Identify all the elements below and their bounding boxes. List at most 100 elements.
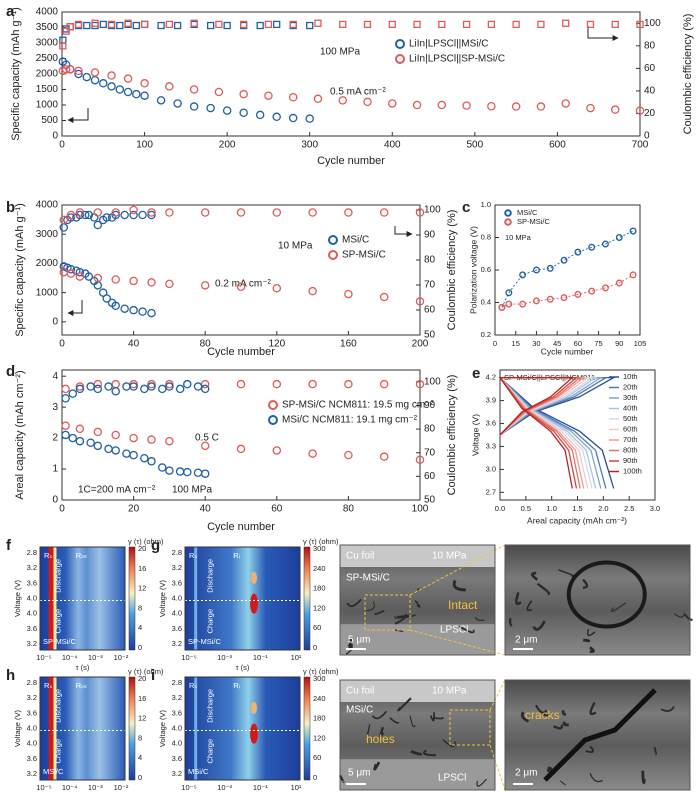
legend-label: SP-MSi/C — [517, 217, 551, 226]
y-tick-label: 3.9 — [486, 396, 496, 405]
point — [93, 379, 103, 389]
point — [156, 96, 166, 105]
point — [129, 276, 138, 286]
point — [75, 424, 85, 434]
point — [66, 23, 74, 31]
y-tick-label: 3.6 — [172, 708, 182, 717]
y-tick-label: 4 — [52, 371, 58, 382]
micrograph-label: MSi/C — [346, 705, 373, 716]
colorbar-tick: 8 — [138, 603, 142, 612]
colorbar-tick: 120 — [313, 733, 326, 742]
point — [61, 421, 70, 430]
heatmap-image — [185, 547, 300, 650]
point — [487, 101, 496, 111]
point — [236, 379, 246, 389]
heatmap-feature — [250, 593, 258, 614]
x-tick-label: 200 — [412, 339, 429, 350]
point — [82, 72, 92, 82]
point — [147, 210, 156, 220]
point — [111, 430, 120, 440]
annotation: 100 MPa — [320, 47, 360, 58]
texture — [394, 613, 407, 625]
texture — [410, 750, 423, 756]
heatmap-image — [185, 677, 300, 780]
point — [206, 21, 215, 30]
x-tick-label: 2.5 — [624, 504, 634, 513]
frame — [184, 676, 301, 781]
y-tick-label: 4.0 — [27, 593, 37, 602]
point — [61, 394, 70, 403]
frame — [339, 544, 496, 656]
y-tick-label: 2.7 — [486, 487, 496, 496]
point — [129, 305, 138, 315]
point — [272, 208, 282, 217]
point — [413, 20, 421, 29]
point — [344, 450, 353, 460]
point — [615, 279, 623, 287]
x-axis-label: Cycle number — [317, 155, 385, 167]
texture — [532, 620, 546, 631]
y-tick-label: 0.2 — [481, 330, 491, 339]
point — [344, 289, 353, 299]
point — [498, 303, 506, 311]
point — [562, 19, 570, 27]
texture — [660, 706, 675, 712]
panel-letter: e — [472, 365, 480, 382]
point — [75, 267, 85, 277]
legend-swatch — [395, 39, 405, 49]
legend-label: LiIn|LPSCl||SP-MSi/C — [409, 54, 505, 65]
y-tick-label: 2.8 — [172, 678, 182, 687]
point — [104, 382, 113, 391]
point — [200, 384, 210, 394]
heatmap-feature — [53, 677, 57, 780]
point — [66, 210, 76, 220]
series-line — [498, 376, 575, 489]
x-tick-label: 0 — [59, 140, 65, 151]
point — [206, 103, 215, 113]
point — [165, 382, 174, 391]
x-axis-label: τ (s) — [236, 663, 250, 672]
sample-label: SP-MSi/C — [43, 637, 77, 646]
y2-axis-label: Coulombic efficiency (%) — [446, 375, 458, 496]
panel-letter: g — [151, 537, 160, 554]
y-tick-label: 3500 — [36, 22, 59, 33]
micrograph-label: SP-MSi/C — [346, 573, 390, 584]
heatmap-feature — [48, 547, 54, 650]
micrograph-label: holes — [366, 732, 395, 746]
point — [183, 379, 192, 389]
point — [107, 71, 116, 80]
texture — [673, 612, 685, 618]
annotation: 100 MPa — [172, 485, 212, 496]
x-tick-label: 30 — [532, 339, 540, 348]
point — [129, 205, 138, 215]
texture — [585, 745, 595, 754]
y-tick-label: 2000 — [36, 258, 59, 269]
colorbar-tick: 300 — [313, 674, 326, 683]
point — [379, 292, 389, 302]
zoom-box — [364, 594, 411, 631]
y-tick-label: 3.2 — [172, 639, 182, 648]
point — [505, 300, 513, 308]
point — [305, 114, 314, 123]
point — [61, 65, 71, 74]
y-tick-label: 3.2 — [27, 693, 37, 702]
micrograph-label: 10 MPa — [432, 686, 467, 697]
micrograph-label: Intact — [448, 598, 478, 612]
x-tick-label: 40 — [128, 339, 140, 350]
y-tick-label: 1000 — [36, 287, 59, 298]
y-tick-label: 3.6 — [27, 708, 37, 717]
point — [462, 101, 471, 110]
y2-tick-label: 80 — [424, 424, 436, 435]
texture — [582, 578, 589, 589]
point — [86, 438, 95, 447]
point — [379, 452, 389, 461]
texture — [409, 715, 416, 728]
point — [120, 304, 129, 313]
point — [308, 208, 317, 217]
point — [388, 20, 396, 29]
point — [505, 289, 513, 297]
x-tick-label: 2.0 — [598, 504, 608, 513]
texture — [611, 602, 626, 612]
point — [111, 275, 120, 284]
